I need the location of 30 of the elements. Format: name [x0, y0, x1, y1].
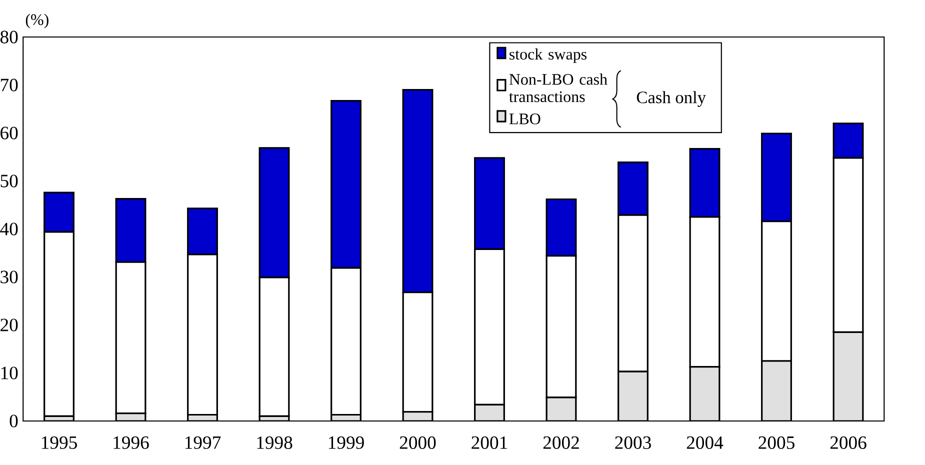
- bar: [689, 366, 720, 421]
- bar: [832, 331, 864, 421]
- y-tick-label: 60: [0, 126, 18, 140]
- x-tick-label: 1998: [257, 436, 292, 449]
- annotation: Cash only: [636, 91, 706, 107]
- x-tick-label: 1996: [114, 436, 149, 449]
- y-tick-label: 50: [0, 174, 18, 188]
- x-tick-label: 1997: [185, 436, 221, 449]
- x-tick-label: 1999: [328, 436, 364, 449]
- y-axis-title: (%): [26, 14, 48, 28]
- y-tick-label: 20: [0, 318, 18, 332]
- x-tick-label: 2002: [543, 436, 579, 449]
- y-tick-label: 80: [0, 30, 18, 44]
- x-tick-label: 2006: [830, 436, 866, 449]
- x-tick-label: 2004: [686, 436, 724, 449]
- legend-label: LBO: [509, 114, 540, 124]
- bar: [618, 370, 648, 421]
- legend-label: stock swaps: [510, 48, 587, 63]
- y-tick-label: 10: [1, 366, 18, 380]
- y-tick-label: 70: [0, 78, 18, 92]
- legend-label: Non-LBO cash transactions: [509, 74, 608, 102]
- y-tick-label: 0: [10, 414, 18, 428]
- bar: [761, 360, 792, 421]
- x-tick-label: 2001: [472, 436, 508, 449]
- y-tick-label: 30: [0, 270, 18, 284]
- x-tick-label: 1995: [42, 436, 77, 449]
- x-tick-label: 2000: [400, 436, 436, 449]
- y-tick-label: 40: [0, 222, 18, 236]
- x-tick-label: 2003: [615, 436, 651, 449]
- x-tick-label: 2005: [758, 436, 794, 449]
